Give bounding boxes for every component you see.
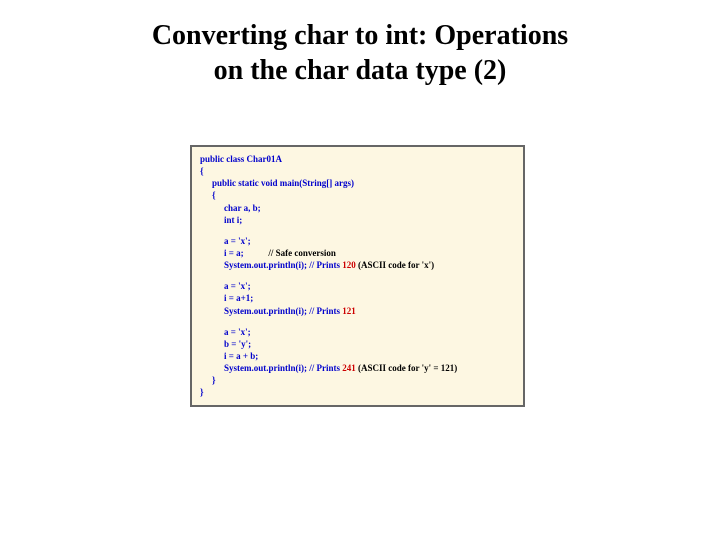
code-line: int i;: [200, 214, 515, 226]
code-line: i = a + b;: [200, 350, 515, 362]
code-line: {: [200, 165, 515, 177]
code-line: i = a+1;: [200, 292, 515, 304]
code-comment: // Safe conversion: [268, 248, 336, 258]
code-line: }: [200, 374, 515, 386]
code-line: a = 'x';: [200, 280, 515, 292]
code-value: 120: [342, 260, 356, 270]
code-fragment: (ASCII code for 'y' = 121): [356, 363, 457, 373]
code-line: a = 'x';: [200, 235, 515, 247]
code-fragment: i = a;: [224, 248, 244, 258]
code-line: b = 'y';: [200, 338, 515, 350]
code-line: a = 'x';: [200, 326, 515, 338]
code-gap: [200, 317, 515, 326]
title-line-1: Converting char to int: Operations: [152, 20, 568, 51]
code-value: 121: [342, 306, 356, 316]
code-line: System.out.println(i); // Prints 241 (AS…: [200, 362, 515, 374]
code-line: public class Char01A: [200, 153, 515, 165]
code-panel: public class Char01A { public static voi…: [190, 145, 525, 407]
code-line: i = a; // Safe conversion: [200, 247, 515, 259]
code-line: {: [200, 189, 515, 201]
code-fragment: (ASCII code for 'x'): [356, 260, 434, 270]
code-fragment: System.out.println(i); // Prints: [224, 260, 342, 270]
title-line-2: on the char data type (2): [214, 55, 507, 86]
code-fragment: System.out.println(i); // Prints: [224, 306, 342, 316]
code-line: public static void main(String[] args): [200, 177, 515, 189]
slide-title: Converting char to int: Operations on th…: [0, 0, 720, 88]
code-line: char a, b;: [200, 202, 515, 214]
code-value: 241: [342, 363, 356, 373]
code-gap: [200, 271, 515, 280]
code-gap: [200, 226, 515, 235]
code-fragment: System.out.println(i); // Prints: [224, 363, 342, 373]
code-line: System.out.println(i); // Prints 120 (AS…: [200, 259, 515, 271]
code-line: System.out.println(i); // Prints 121: [200, 305, 515, 317]
code-line: }: [200, 386, 515, 398]
